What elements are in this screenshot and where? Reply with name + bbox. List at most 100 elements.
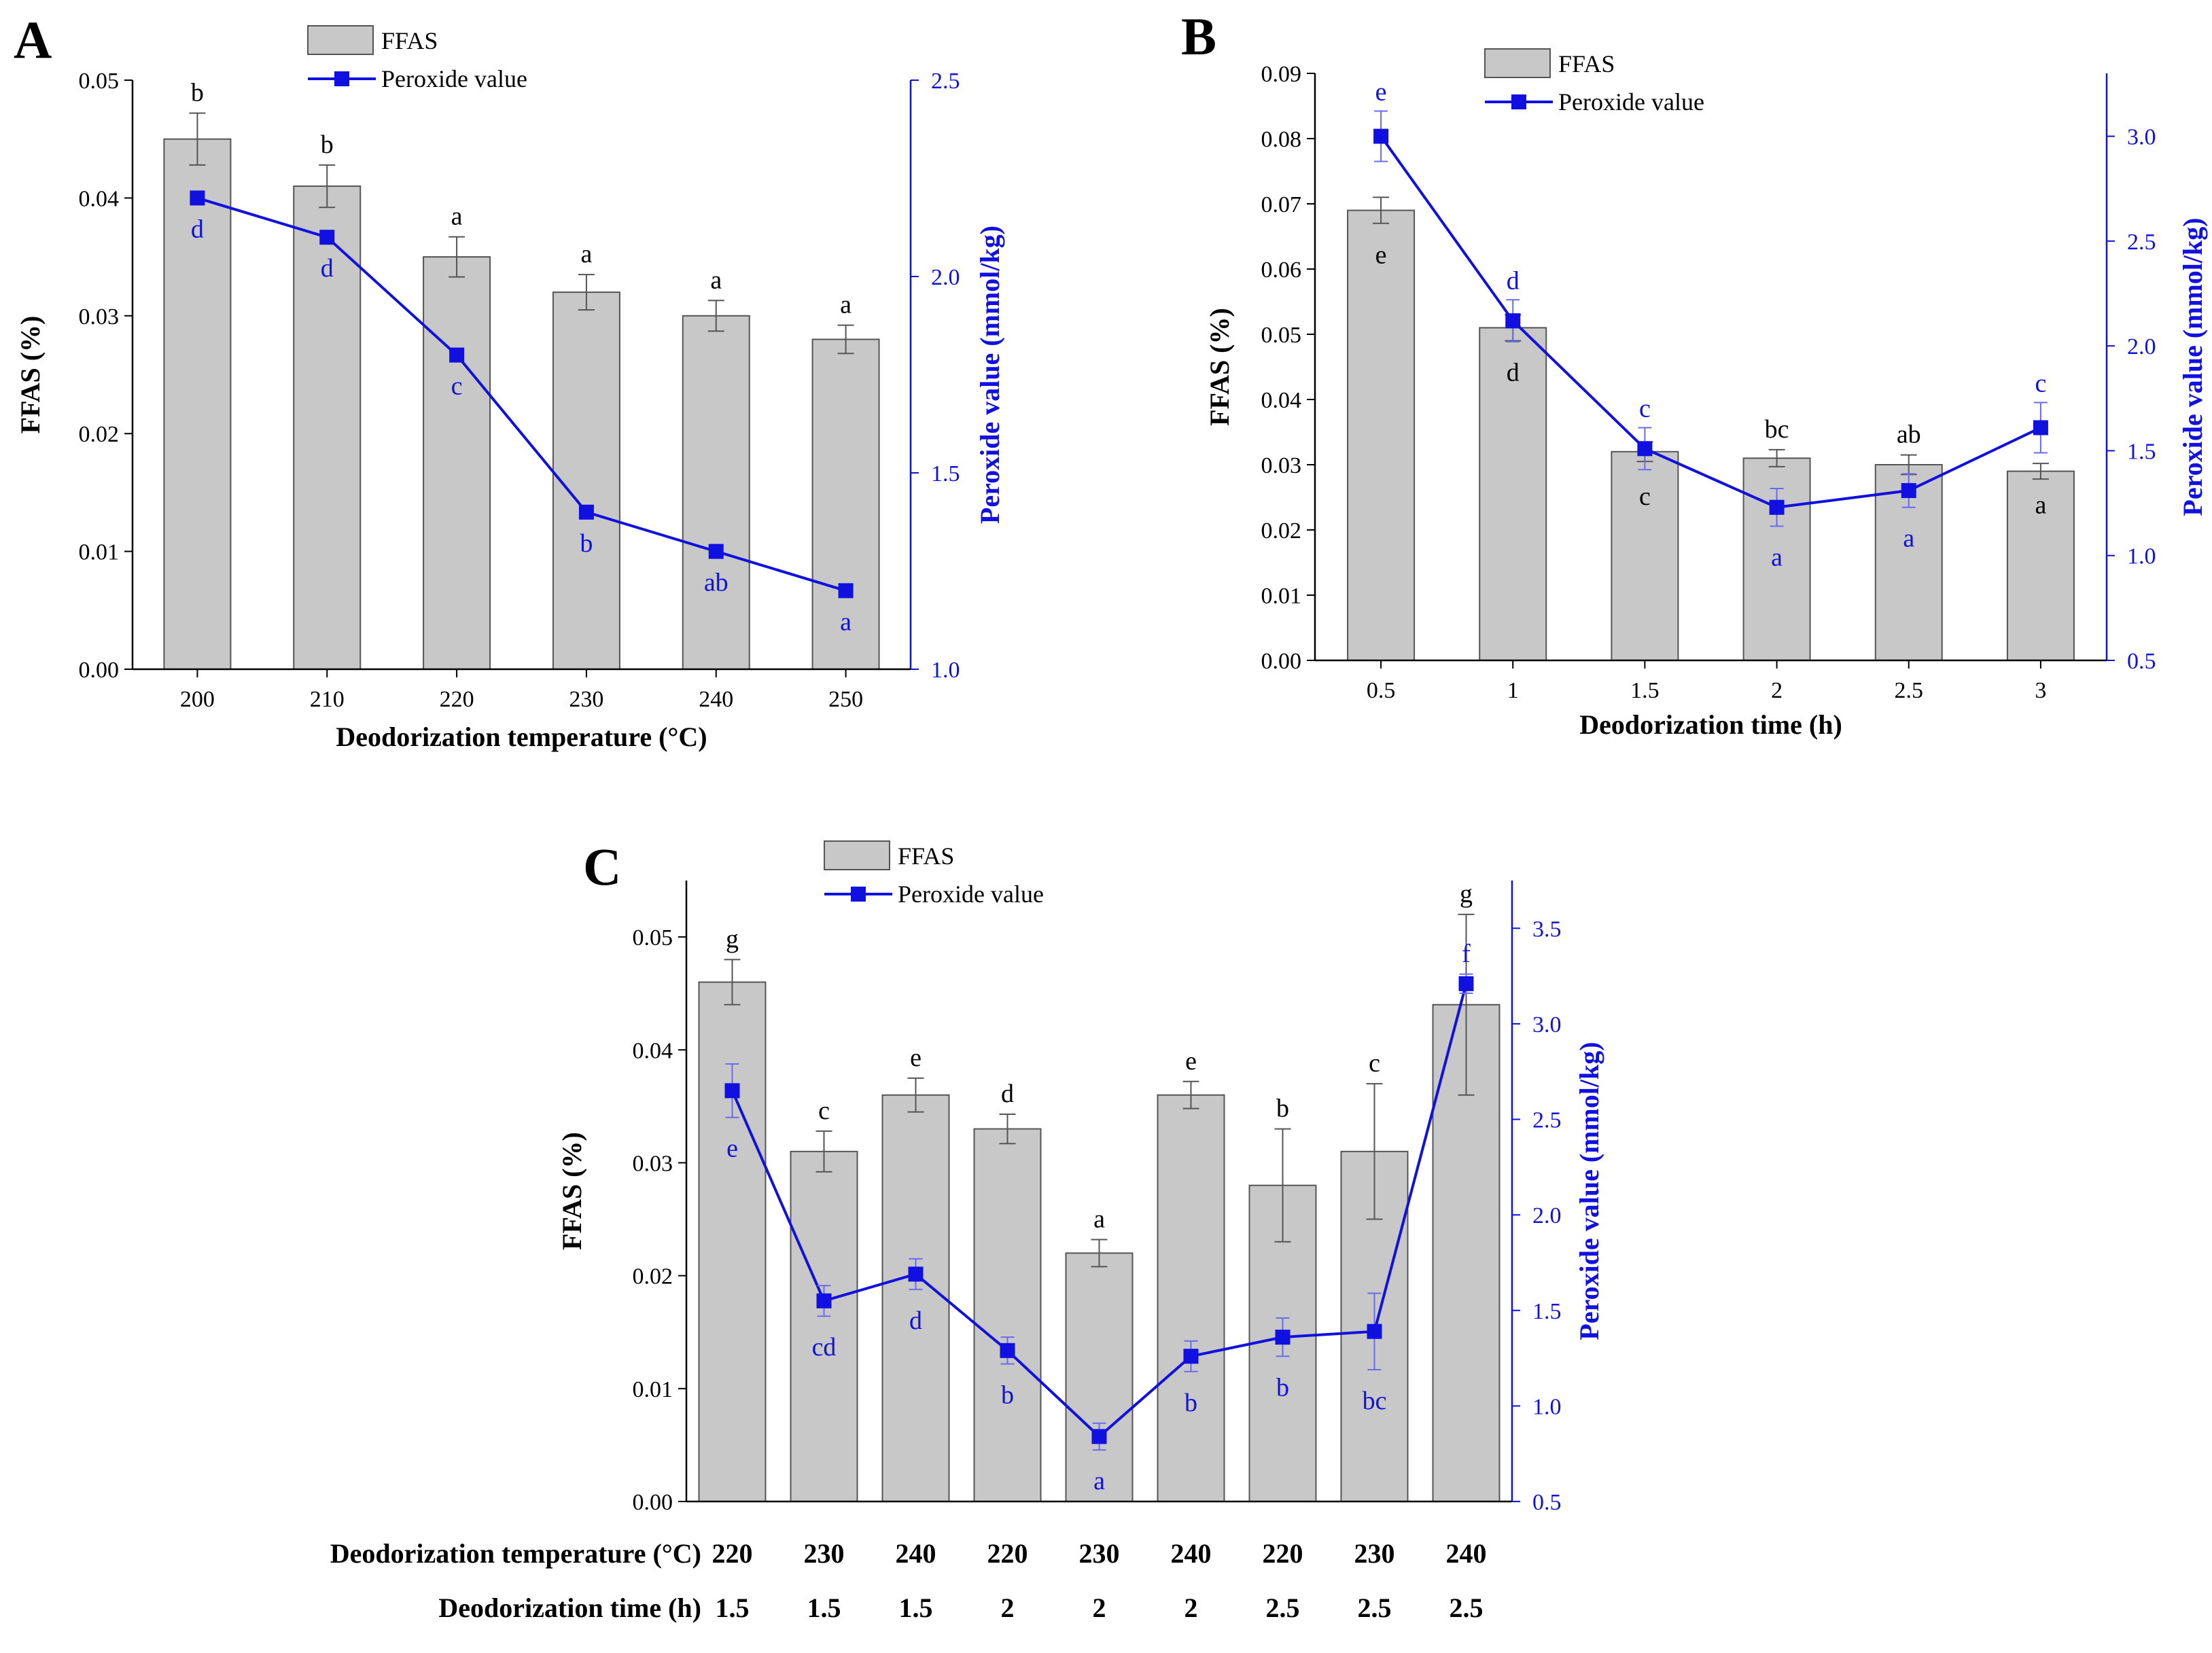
y2-tick-label: 0.5: [2127, 649, 2156, 674]
y2-tick-label: 2.5: [1532, 1108, 1562, 1133]
y2-tick-label: 1.5: [2127, 439, 2156, 464]
ffas-sig-label: a: [1093, 1205, 1105, 1233]
legend-bar-label: FFAS: [898, 842, 954, 870]
ffas-bar: [1157, 1094, 1225, 1502]
y-tick-label: 0.00: [79, 658, 120, 683]
panel-label: A: [14, 10, 52, 69]
peroxide-point: [708, 544, 724, 559]
peroxide-sig-label: bc: [1363, 1387, 1387, 1415]
peroxide-point: [1458, 976, 1474, 991]
x-row-value: 240: [1446, 1538, 1487, 1569]
y-tick-label: 0.02: [1261, 518, 1302, 544]
peroxide-sig-label: d: [191, 215, 204, 243]
peroxide-point: [838, 583, 854, 599]
ffas-sig-label: b: [191, 79, 204, 107]
ffas-bar: [973, 1128, 1042, 1502]
ffas-sig-label: b: [321, 130, 334, 159]
y-tick-label: 0.04: [79, 186, 120, 211]
x-row-value: 1.5: [716, 1593, 750, 1623]
x-row-value: 2: [1093, 1593, 1106, 1623]
y-tick-label: 0.09: [1261, 62, 1302, 87]
ffas-sig-label: a: [840, 291, 852, 319]
ffas-bar: [881, 1094, 950, 1502]
y2-axis-title: Peroxide value (mmol/kg): [2177, 217, 2208, 516]
peroxide-sig-label: a: [1771, 544, 1783, 572]
peroxide-sig-label: e: [1375, 78, 1387, 107]
y2-tick-label: 2.0: [1532, 1203, 1562, 1228]
peroxide-point: [2033, 420, 2048, 436]
peroxide-line: [1380, 135, 2041, 509]
ffas-sig-label: c: [1369, 1049, 1380, 1078]
peroxide-sig-label: d: [1507, 266, 1520, 295]
y2-tick-label: 1.0: [931, 658, 960, 683]
peroxide-point: [1091, 1429, 1107, 1444]
y-tick-label: 0.06: [1261, 257, 1302, 283]
ffas-sig-label: a: [451, 202, 463, 231]
ffas-sig-label: d: [1507, 358, 1520, 387]
legend-line-marker: [851, 887, 866, 902]
peroxide-line: [196, 196, 847, 592]
ffas-bar: [1347, 209, 1416, 662]
x-tick-label: 200: [180, 687, 215, 712]
x-tick-label: 0.5: [1367, 678, 1396, 703]
y-tick-label: 0.05: [1261, 323, 1302, 348]
y-tick-label: 0.03: [1261, 453, 1302, 478]
peroxide-sig-label: a: [1903, 525, 1914, 553]
y-tick-label: 0.05: [633, 925, 673, 950]
peroxide-sig-label: e: [726, 1135, 738, 1163]
y2-tick-label: 1.0: [2127, 544, 2156, 569]
ffas-sig-label: g: [726, 925, 739, 953]
peroxide-sig-label: c: [2035, 369, 2046, 397]
peroxide-point: [1000, 1343, 1015, 1358]
ffas-sig-label: e: [1185, 1047, 1197, 1076]
chart-panel-b: Be d c bc ab a e d c a a c 0.00 0.01 0.02 0.03 0.04 0.05 0…: [1181, 7, 2208, 740]
ffas-bar: [423, 256, 491, 671]
ffas-sig-label: a: [2035, 491, 2046, 520]
ffas-sig-label: bc: [1765, 415, 1789, 444]
x-axis-title: Deodorization time (h): [1579, 709, 1842, 740]
x-row-value: 230: [1079, 1538, 1120, 1569]
legend-bar-swatch: [824, 840, 890, 870]
x-row-value: 2.5: [1266, 1593, 1300, 1623]
legend-line-label: Peroxide value: [898, 881, 1044, 908]
peroxide-point: [578, 504, 594, 520]
ffas-bar: [1479, 327, 1547, 661]
y-tick-label: 0.01: [1261, 584, 1302, 609]
peroxide-sig-label: d: [321, 254, 334, 283]
ffas-bar: [2006, 470, 2075, 661]
legend: FFAS Peroxide value: [824, 840, 1044, 908]
legend-line-label: Peroxide value: [1558, 88, 1704, 115]
peroxide-point: [1637, 441, 1653, 457]
y2-tick-label: 3.0: [2127, 125, 2156, 150]
x-tick-label: 1: [1507, 678, 1519, 703]
panel-label: C: [583, 837, 621, 896]
peroxide-point: [816, 1293, 832, 1309]
x-row-title: Deodorization temperature (°C): [330, 1538, 701, 1569]
y-tick-label: 0.00: [633, 1490, 673, 1515]
x-row-value: 230: [1354, 1538, 1395, 1569]
peroxide-sig-label: a: [840, 607, 852, 636]
peroxide-point: [449, 347, 465, 363]
peroxide-sig-label: c: [1639, 394, 1651, 423]
y2-tick-label: 1.5: [1532, 1299, 1562, 1324]
y-tick-label: 0.04: [633, 1038, 673, 1063]
peroxide-sig-label: b: [1001, 1381, 1014, 1410]
x-row-value: 1.5: [807, 1593, 841, 1623]
y-axis-title: FFAS (%): [15, 316, 46, 434]
x-row-value: 2: [1001, 1593, 1015, 1623]
peroxide-point: [1505, 313, 1521, 329]
ffas-sig-label: e: [910, 1044, 921, 1072]
x-tick-label: 220: [440, 687, 474, 712]
ffas-sig-label: c: [818, 1097, 830, 1125]
chart-panel-a: Ab b a a a a d d c b ab a 0.00 0.01 0.02 0.03 0.04 0.05 1.…: [14, 10, 1005, 752]
y2-axis-title: Peroxide value (mmol/kg): [975, 226, 1005, 524]
y-tick-label: 0.02: [79, 422, 120, 447]
peroxide-point: [908, 1266, 924, 1282]
ffas-sig-label: ab: [1897, 421, 1921, 449]
ffas-sig-label: b: [1276, 1095, 1289, 1123]
ffas-sig-label: a: [710, 266, 722, 294]
x-tick-label: 240: [699, 687, 733, 712]
y2-tick-label: 2.5: [931, 69, 960, 94]
peroxide-point: [724, 1083, 740, 1099]
